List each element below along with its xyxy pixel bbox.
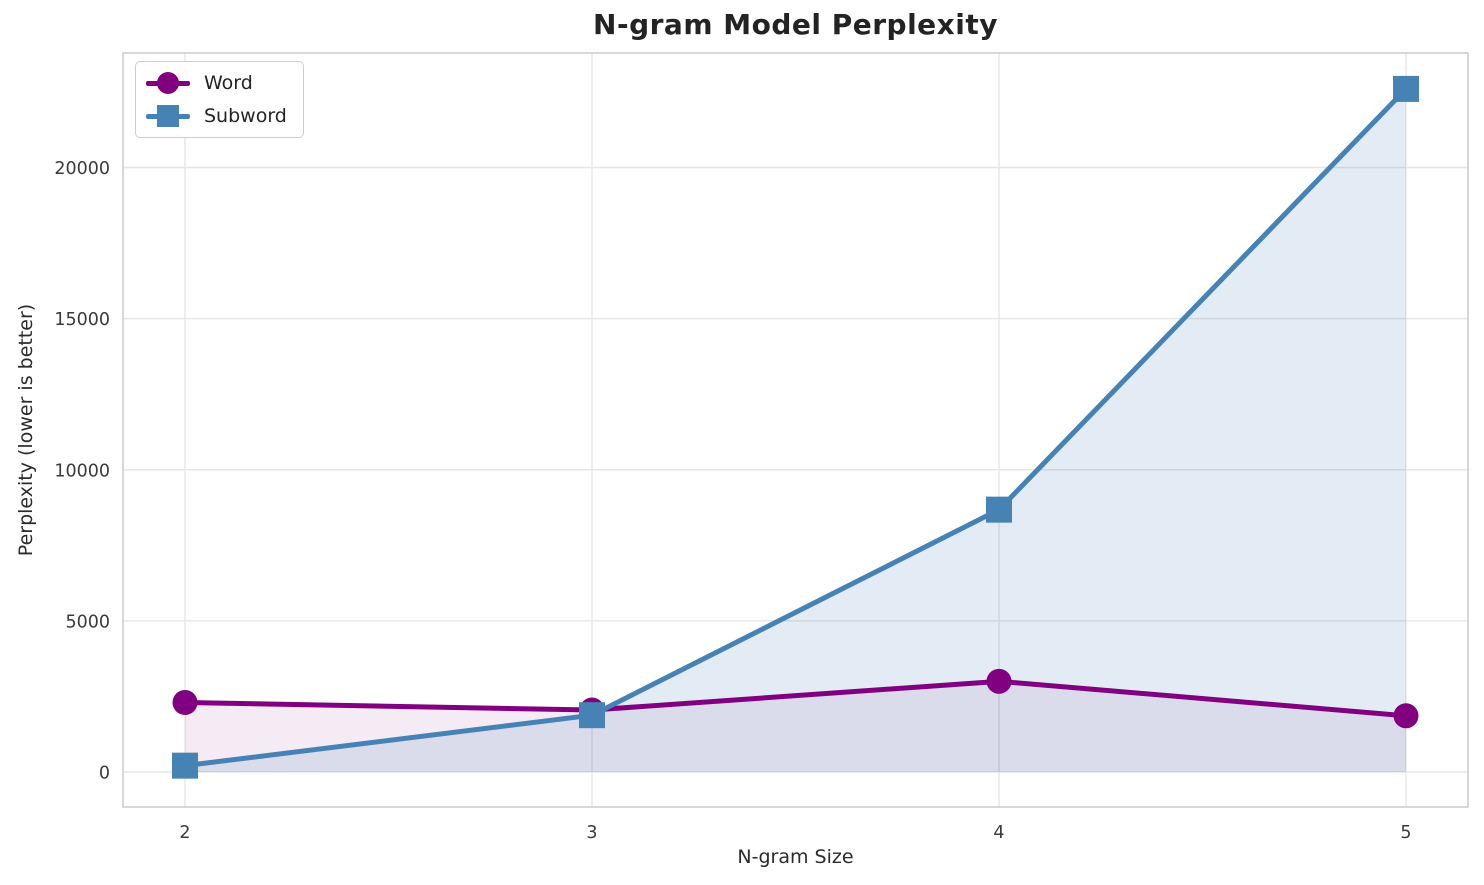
x-tick-label: 3	[586, 823, 597, 843]
legend-label-subword: Subword	[204, 105, 287, 127]
x-tick-label: 4	[993, 823, 1004, 843]
series-line-subword	[182, 86, 1409, 769]
y-tick-label: 15000	[54, 310, 110, 330]
y-axis-label: Perplexity (lower is better)	[15, 303, 37, 557]
word-line-circle-icon	[146, 69, 190, 97]
data-point-subword	[579, 702, 605, 729]
y-tick-label: 20000	[54, 159, 110, 179]
subword-line-square-icon	[146, 102, 190, 130]
x-axis-label: N-gram Size	[737, 846, 854, 868]
data-point-word	[172, 689, 198, 715]
data-point-word	[986, 668, 1012, 694]
series-line-word	[182, 678, 1409, 719]
data-point-subword	[986, 496, 1012, 523]
data-point-subword	[172, 752, 198, 779]
y-tick-label: 5000	[65, 612, 110, 632]
plot-border	[122, 52, 1469, 808]
legend-item-subword: Subword	[146, 102, 287, 130]
y-tick-label: 0	[99, 764, 110, 784]
y-tick-label: 10000	[54, 461, 110, 481]
data-point-word	[1393, 703, 1419, 729]
data-point-subword	[1393, 75, 1419, 102]
x-tick-label: 5	[1400, 823, 1411, 843]
legend-label-word: Word	[204, 72, 253, 94]
area-fill-word	[185, 681, 1406, 772]
legend: Word Subword	[135, 61, 304, 138]
area-fill-subword	[185, 88, 1406, 773]
chart-title: N-gram Model Perplexity	[593, 8, 998, 41]
legend-item-word: Word	[146, 69, 287, 97]
x-tick-label: 2	[179, 823, 190, 843]
